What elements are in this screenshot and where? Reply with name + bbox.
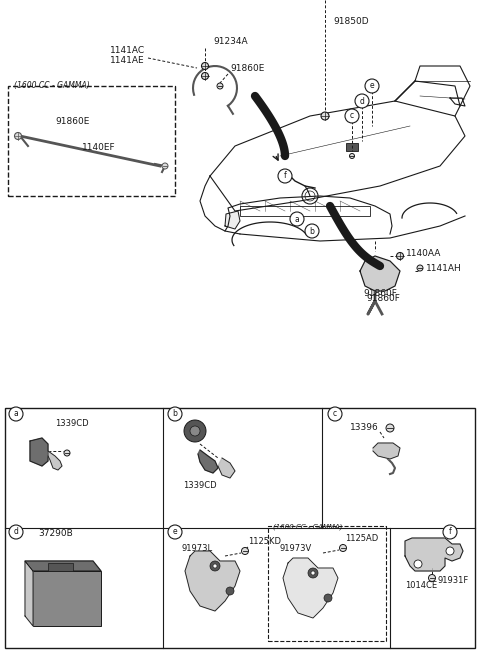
- Text: c: c: [350, 112, 354, 121]
- Circle shape: [308, 568, 318, 578]
- Polygon shape: [25, 561, 33, 626]
- Text: 91234A: 91234A: [213, 37, 248, 46]
- Text: 91860F: 91860F: [366, 294, 400, 303]
- Text: 91860F: 91860F: [363, 289, 397, 298]
- Text: a: a: [295, 215, 300, 224]
- Text: e: e: [173, 527, 177, 537]
- Polygon shape: [48, 451, 62, 470]
- Text: 13396: 13396: [350, 424, 379, 432]
- Polygon shape: [360, 256, 400, 291]
- Circle shape: [414, 560, 422, 568]
- Circle shape: [213, 564, 217, 568]
- Bar: [33, 571, 101, 626]
- Circle shape: [217, 83, 223, 89]
- Circle shape: [226, 587, 234, 595]
- Bar: [48, 563, 73, 571]
- Circle shape: [328, 407, 342, 421]
- Text: b: b: [310, 226, 314, 236]
- Polygon shape: [373, 443, 400, 459]
- Circle shape: [9, 407, 23, 421]
- Text: 91860E: 91860E: [230, 64, 264, 73]
- Text: 37290B: 37290B: [38, 529, 73, 537]
- Text: 91931F: 91931F: [437, 576, 468, 585]
- Text: 1140EF: 1140EF: [82, 143, 116, 152]
- Circle shape: [202, 62, 208, 70]
- Circle shape: [365, 79, 379, 93]
- Circle shape: [386, 424, 394, 432]
- Circle shape: [9, 525, 23, 539]
- Text: 1141AH: 1141AH: [426, 264, 462, 273]
- Polygon shape: [283, 558, 338, 618]
- Text: 1339CD: 1339CD: [183, 481, 217, 490]
- Circle shape: [202, 73, 208, 79]
- Circle shape: [355, 94, 369, 108]
- Circle shape: [305, 224, 319, 238]
- Circle shape: [190, 426, 200, 436]
- Circle shape: [446, 547, 454, 555]
- Polygon shape: [25, 561, 101, 571]
- Text: (1600 CC - GAMMA): (1600 CC - GAMMA): [14, 81, 90, 90]
- Text: c: c: [333, 409, 337, 419]
- Circle shape: [396, 253, 404, 260]
- Circle shape: [14, 133, 22, 140]
- Text: d: d: [360, 96, 364, 106]
- Text: 91860E: 91860E: [55, 117, 89, 126]
- Circle shape: [290, 212, 304, 226]
- Polygon shape: [218, 458, 235, 478]
- Polygon shape: [198, 450, 218, 473]
- Text: 91973L: 91973L: [182, 544, 213, 553]
- Circle shape: [321, 112, 329, 120]
- Polygon shape: [185, 551, 240, 611]
- Polygon shape: [405, 538, 463, 571]
- Text: 1141AE: 1141AE: [110, 56, 144, 65]
- Bar: [5, 408, 475, 648]
- Circle shape: [429, 575, 435, 581]
- Circle shape: [168, 525, 182, 539]
- Text: e: e: [370, 81, 374, 91]
- Text: 91973V: 91973V: [280, 544, 312, 553]
- Text: (1600 CC - GAMMA): (1600 CC - GAMMA): [273, 523, 342, 529]
- Text: 1125AD: 1125AD: [345, 534, 378, 543]
- Circle shape: [339, 544, 347, 552]
- Polygon shape: [225, 211, 240, 229]
- Circle shape: [184, 420, 206, 442]
- Bar: [240, 206, 370, 216]
- Circle shape: [324, 594, 332, 602]
- Circle shape: [443, 525, 457, 539]
- Circle shape: [168, 407, 182, 421]
- Text: 91850D: 91850D: [333, 16, 369, 26]
- Text: 1339CD: 1339CD: [55, 419, 89, 428]
- Text: d: d: [13, 527, 18, 537]
- Text: 1140AA: 1140AA: [406, 249, 442, 258]
- Text: f: f: [284, 171, 287, 180]
- Text: 1141AC: 1141AC: [110, 46, 145, 55]
- Bar: [346, 143, 358, 151]
- Circle shape: [64, 450, 70, 456]
- Circle shape: [210, 561, 220, 571]
- Circle shape: [417, 265, 423, 271]
- Circle shape: [162, 163, 168, 169]
- Circle shape: [241, 548, 249, 554]
- Text: 1125KD: 1125KD: [248, 537, 281, 546]
- Circle shape: [345, 109, 359, 123]
- Circle shape: [349, 154, 355, 159]
- Circle shape: [278, 169, 292, 183]
- Text: b: b: [173, 409, 178, 419]
- Text: f: f: [449, 527, 451, 537]
- Polygon shape: [30, 438, 48, 466]
- Text: a: a: [13, 409, 18, 419]
- Text: 1014CE: 1014CE: [405, 581, 437, 590]
- Circle shape: [311, 571, 315, 575]
